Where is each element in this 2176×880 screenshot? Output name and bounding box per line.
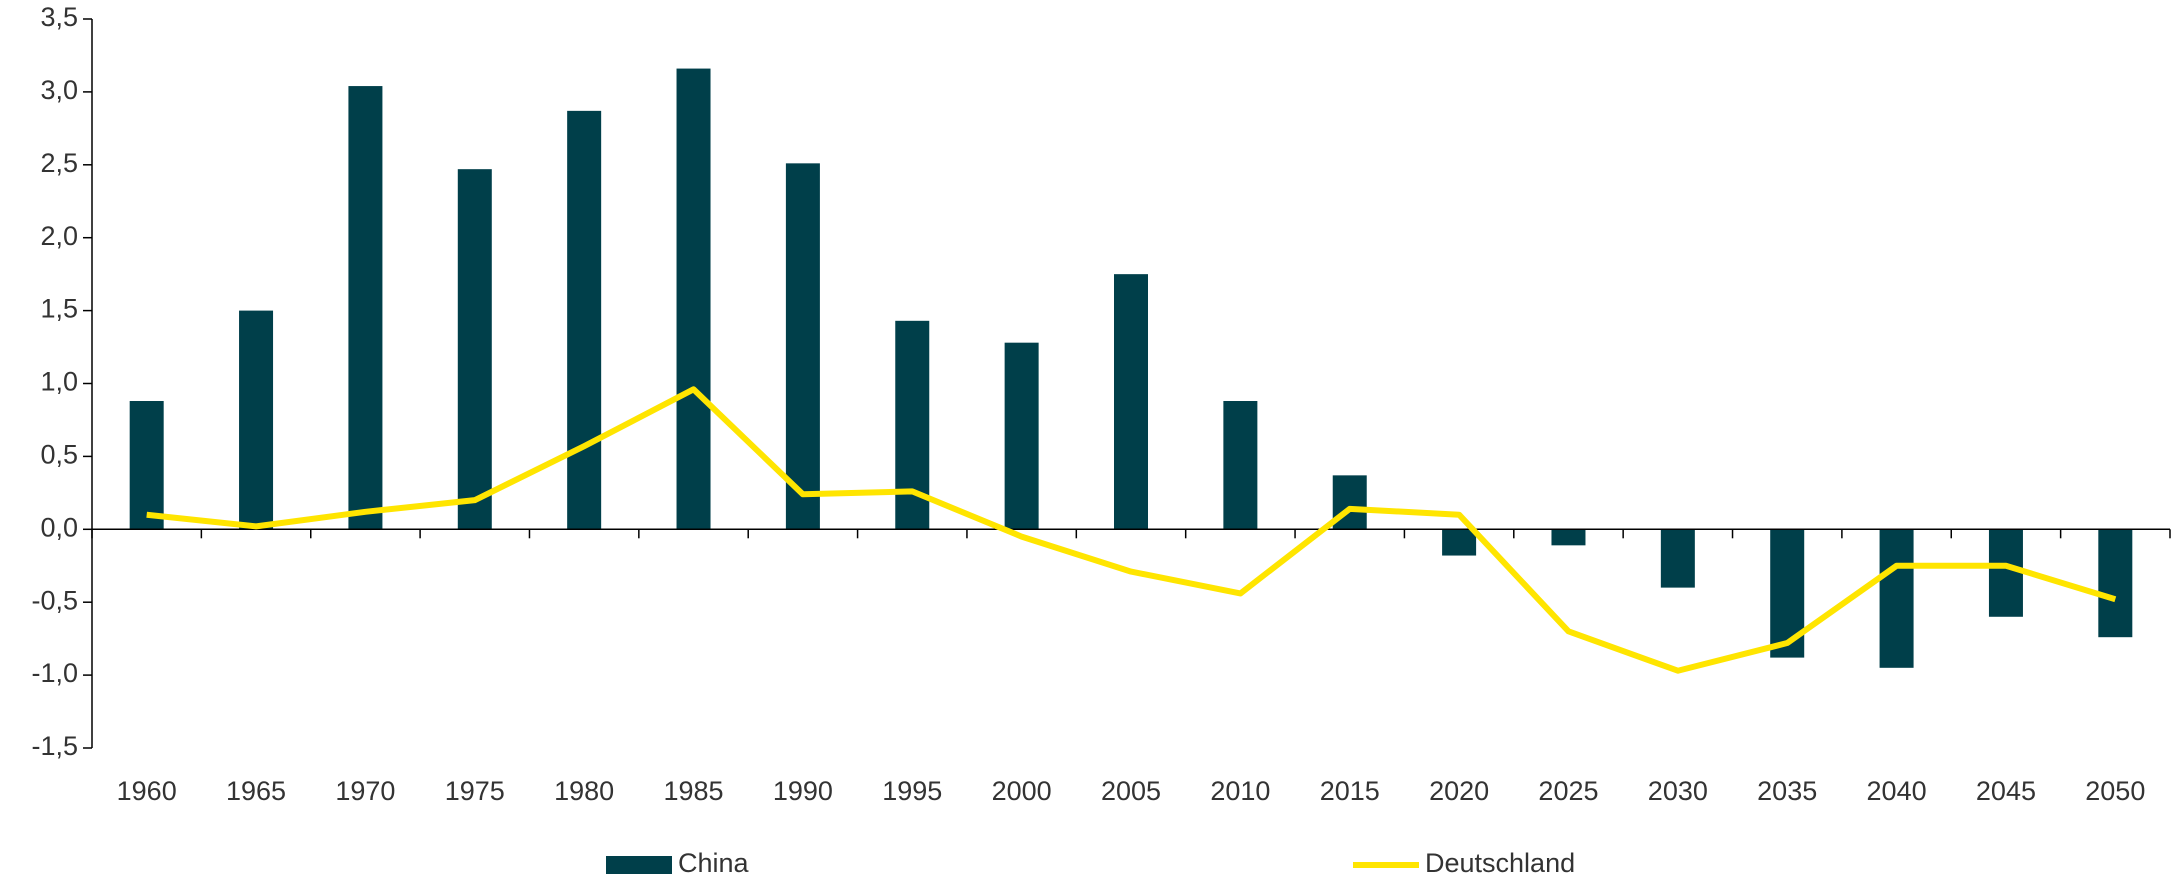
y-tick-label: 2,0 <box>40 221 78 251</box>
bar <box>567 110 602 530</box>
y-tick-label: 1,5 <box>40 294 78 324</box>
x-tick-label: 1990 <box>773 776 833 806</box>
bar <box>1442 529 1477 556</box>
x-tick-label: 1975 <box>445 776 505 806</box>
x-tick-label: 2050 <box>2085 776 2145 806</box>
x-tick-label: 1960 <box>117 776 177 806</box>
y-tick-label: 0,5 <box>40 440 78 470</box>
bar <box>129 400 164 530</box>
bar <box>1551 529 1586 546</box>
y-tick-label: -0,5 <box>31 585 78 615</box>
x-tick-label: 2000 <box>992 776 1052 806</box>
x-tick-label: 1970 <box>335 776 395 806</box>
y-tick-label: -1,5 <box>31 731 78 761</box>
bar <box>676 68 711 530</box>
bar <box>1223 400 1258 530</box>
bar <box>457 169 492 530</box>
bar <box>1114 274 1148 530</box>
x-tick-label: 1985 <box>663 776 723 806</box>
bar <box>1879 529 1914 668</box>
x-tick-label: 2030 <box>1648 776 1708 806</box>
x-tick-label: 2040 <box>1867 776 1927 806</box>
x-tick-label: 2020 <box>1429 776 1489 806</box>
y-tick-label: 3,5 <box>40 2 78 32</box>
y-tick-label: 0,0 <box>40 512 78 542</box>
y-tick-label: -1,0 <box>31 658 78 688</box>
legend-swatch <box>606 856 672 874</box>
line <box>146 386 2117 674</box>
x-tick-label: 1980 <box>554 776 614 806</box>
x-tick-label: 1965 <box>226 776 286 806</box>
bar <box>1660 529 1695 588</box>
y-tick-label: 1,0 <box>40 367 78 397</box>
legend-label: China <box>678 848 750 878</box>
bar <box>1004 342 1039 530</box>
bar <box>239 310 274 530</box>
x-tick-label: 2035 <box>1757 776 1817 806</box>
bar <box>348 86 383 530</box>
y-tick-label: 2,5 <box>40 148 78 178</box>
x-tick-label: 2015 <box>1320 776 1380 806</box>
bar <box>785 163 820 530</box>
x-tick-label: 2045 <box>1976 776 2036 806</box>
y-tick-label: 3,0 <box>40 75 78 105</box>
bar <box>2098 529 2133 638</box>
x-tick-label: 2025 <box>1538 776 1598 806</box>
x-tick-label: 2010 <box>1210 776 1270 806</box>
bar <box>1988 529 2023 617</box>
bar <box>1770 529 1805 658</box>
legend-label: Deutschland <box>1425 848 1575 878</box>
x-tick-label: 2005 <box>1101 776 1161 806</box>
x-tick-label: 1995 <box>882 776 942 806</box>
